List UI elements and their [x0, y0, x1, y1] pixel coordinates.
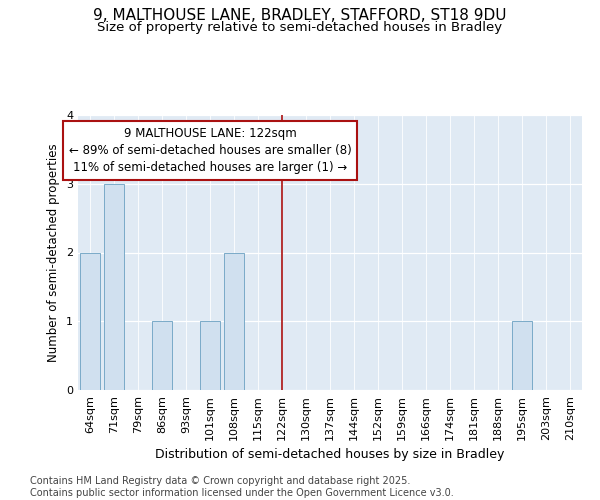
Y-axis label: Number of semi-detached properties: Number of semi-detached properties: [47, 143, 61, 362]
Bar: [80, 252, 100, 390]
Bar: [200, 322, 220, 390]
Bar: [152, 322, 172, 390]
Bar: [104, 184, 124, 390]
X-axis label: Distribution of semi-detached houses by size in Bradley: Distribution of semi-detached houses by …: [155, 448, 505, 461]
Text: Size of property relative to semi-detached houses in Bradley: Size of property relative to semi-detach…: [97, 21, 503, 34]
Text: Contains HM Land Registry data © Crown copyright and database right 2025.
Contai: Contains HM Land Registry data © Crown c…: [30, 476, 454, 498]
Text: 9, MALTHOUSE LANE, BRADLEY, STAFFORD, ST18 9DU: 9, MALTHOUSE LANE, BRADLEY, STAFFORD, ST…: [93, 8, 507, 22]
Bar: [512, 322, 532, 390]
Bar: [224, 252, 244, 390]
Text: 9 MALTHOUSE LANE: 122sqm
← 89% of semi-detached houses are smaller (8)
11% of se: 9 MALTHOUSE LANE: 122sqm ← 89% of semi-d…: [68, 128, 352, 174]
